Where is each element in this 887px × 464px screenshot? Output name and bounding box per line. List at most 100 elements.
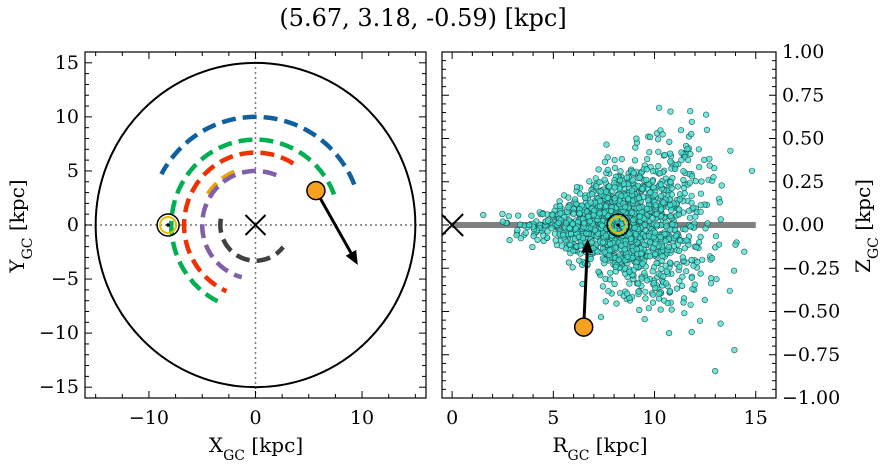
star-point <box>713 276 720 283</box>
xy-plot-area <box>85 52 426 398</box>
star-point <box>571 196 579 203</box>
x-axis-label-xy: XGC [kpc] <box>209 433 303 464</box>
xy-panel: −10 0 10 −15 −10 −5 0 5 10 15 <box>39 51 427 429</box>
star-point <box>662 262 669 269</box>
star-point <box>611 184 618 191</box>
star-point <box>691 281 698 288</box>
spiral-arm-3 <box>204 169 236 198</box>
star-point <box>513 232 520 239</box>
star-point <box>667 202 674 209</box>
star-point <box>569 220 576 227</box>
star-point <box>661 151 668 159</box>
star-point <box>606 276 614 283</box>
star-point <box>611 157 618 164</box>
star-point <box>548 225 555 232</box>
star-point <box>514 227 521 234</box>
star-point <box>693 244 700 251</box>
galactic-center-marker <box>442 213 464 237</box>
star-point <box>649 268 656 275</box>
star-point <box>499 210 506 218</box>
star-point <box>642 295 649 302</box>
star-point <box>668 185 675 192</box>
star-point <box>649 168 657 175</box>
star-point <box>652 250 659 258</box>
star-point <box>643 277 651 284</box>
star-point <box>687 108 694 115</box>
star-point <box>688 199 695 206</box>
star-point <box>587 199 594 206</box>
star-point <box>712 368 719 375</box>
y-tick-label: −15 <box>39 376 79 398</box>
star-point <box>676 237 684 244</box>
star-point <box>732 241 739 248</box>
star-point <box>602 232 610 239</box>
star-point <box>599 239 607 246</box>
star-point <box>558 243 565 250</box>
star-point <box>596 210 603 217</box>
star-point <box>716 199 723 206</box>
y-tick-label: 10 <box>55 106 79 128</box>
xy-ticks <box>85 52 426 398</box>
star-point <box>679 273 686 280</box>
star-point <box>652 240 659 247</box>
star-point <box>669 221 676 228</box>
spiral-arm-6 <box>218 218 285 263</box>
star-point <box>586 178 593 185</box>
star-point <box>649 178 656 185</box>
star-point <box>680 168 687 175</box>
star-point <box>699 256 706 263</box>
star-point <box>667 108 674 115</box>
spiral-arm-4 <box>181 150 295 294</box>
star-point <box>587 255 594 263</box>
star-point <box>660 199 667 206</box>
star-point <box>727 147 734 154</box>
star-point <box>592 175 599 182</box>
star-point <box>686 214 694 221</box>
star-point <box>635 194 643 202</box>
spiral-arm-5 <box>199 168 278 280</box>
boundary-circle <box>94 61 417 389</box>
star-point <box>688 329 695 336</box>
star-point <box>653 221 660 228</box>
star-point <box>711 165 718 172</box>
y-tick-label: −0.75 <box>782 344 840 366</box>
y-tick-label: 0 <box>67 214 79 236</box>
star-point <box>620 180 628 187</box>
star-point <box>624 253 631 260</box>
star-point <box>618 156 625 163</box>
star-point <box>607 207 615 215</box>
star-point <box>499 218 506 225</box>
star-point <box>544 217 552 224</box>
star-point <box>628 209 636 216</box>
star-point <box>663 268 671 275</box>
star-point <box>697 233 704 240</box>
star-point <box>602 298 609 305</box>
star-point <box>569 264 576 271</box>
star-point <box>676 206 683 213</box>
star-point <box>702 111 710 118</box>
velocity-arrow-shaft <box>582 252 589 328</box>
star-point <box>647 189 654 196</box>
star-point <box>638 275 645 282</box>
star-point <box>688 131 695 138</box>
star-point <box>645 197 652 204</box>
velocity-arrow-head <box>345 249 358 266</box>
x-tick-label: 15 <box>744 407 768 429</box>
star-point <box>680 177 687 184</box>
star-point <box>565 204 572 211</box>
star-point <box>715 241 723 248</box>
star-point <box>655 148 662 155</box>
star-point <box>706 155 713 162</box>
star-point <box>603 141 610 148</box>
star-point <box>606 183 613 190</box>
star-point <box>599 222 606 229</box>
star-point <box>607 269 614 276</box>
star-point <box>697 190 705 197</box>
star-point <box>656 170 663 177</box>
star-point <box>649 291 657 298</box>
star-point <box>528 212 535 219</box>
y-axis-label-rz: ZGC [kpc] <box>851 179 882 273</box>
star-point <box>633 135 640 142</box>
star-point <box>577 190 584 197</box>
star-point <box>636 204 643 211</box>
